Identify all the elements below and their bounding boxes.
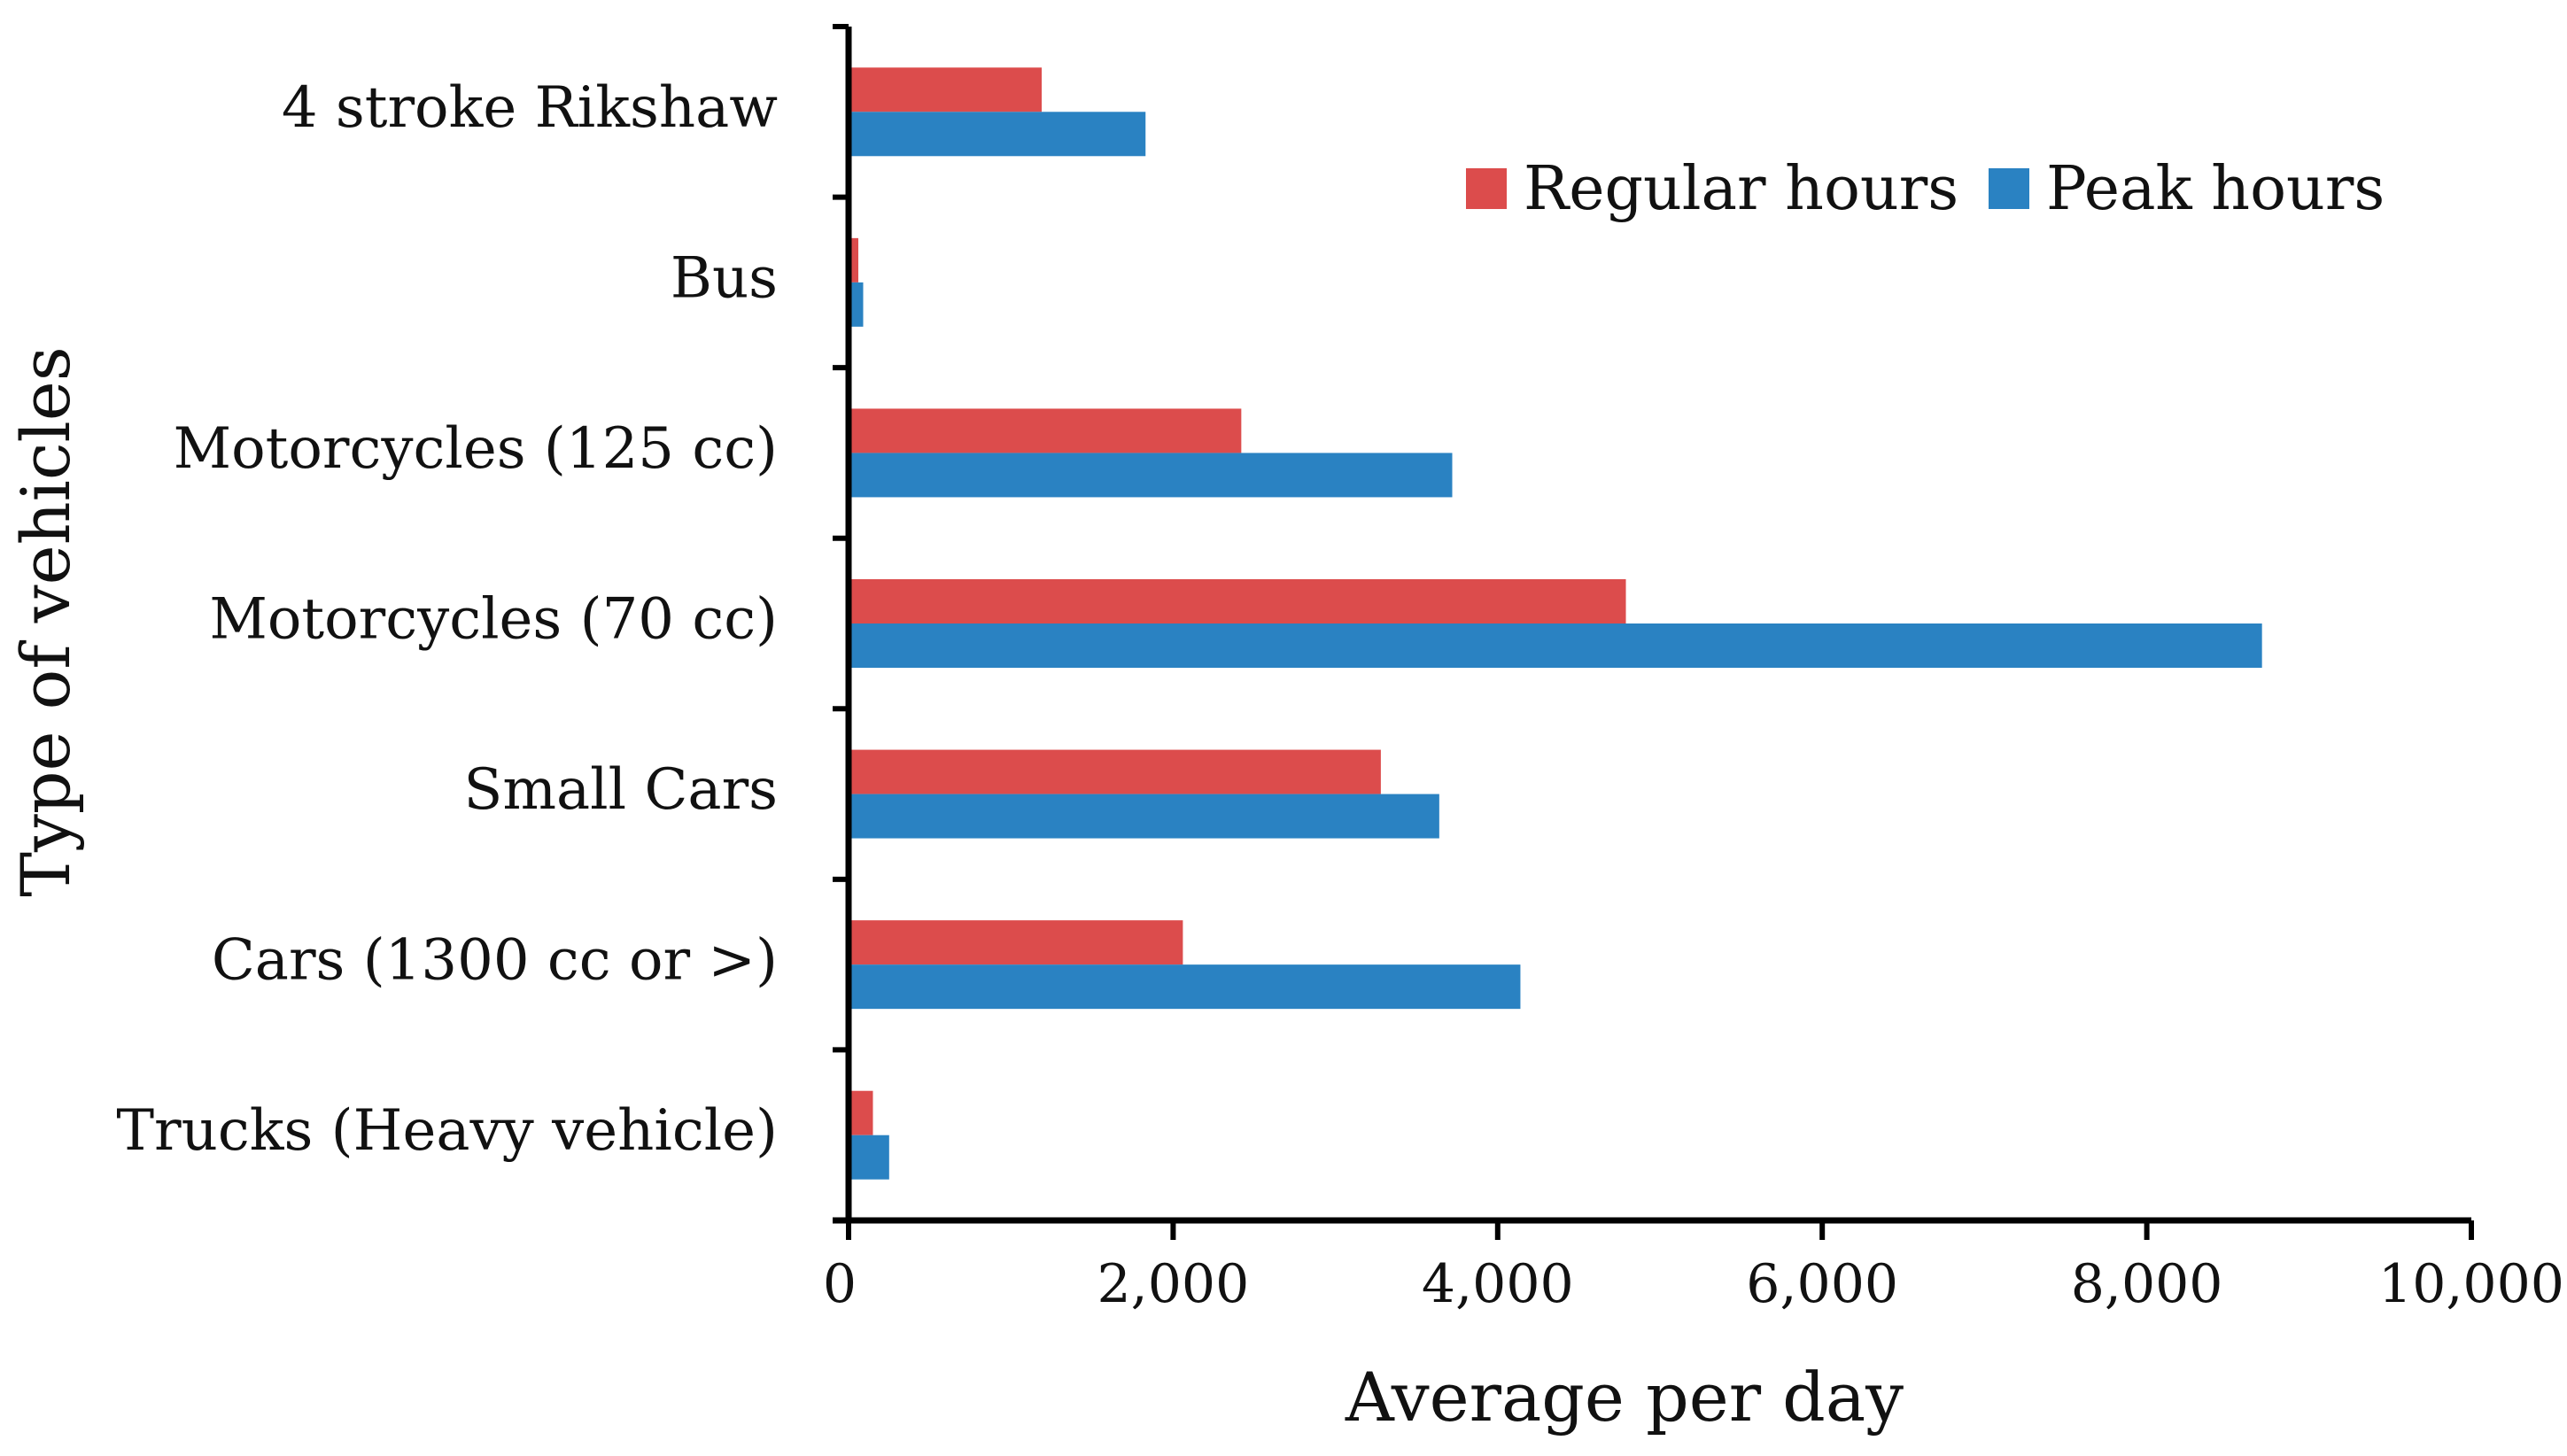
bar-peak-hours-bus — [849, 282, 864, 327]
bars-layer — [849, 67, 2262, 1180]
category-label: Small Cars — [463, 757, 778, 823]
bar-regular-hours-motorcycles-70-cc — [849, 579, 1626, 623]
labels-layer: 4 stroke Rikshaw Bus Motorcycles (125 cc) M… — [6, 75, 2564, 1437]
bar-regular-hours-4-stroke-rikshaw — [849, 67, 1043, 112]
bar-peak-hours-trucks-heavy-vehicle — [849, 1135, 889, 1180]
x-tick-label: 4,000 — [1422, 1253, 1574, 1315]
y-axis-title: Type of vehicles — [6, 346, 85, 896]
x-tick-label: 0 — [823, 1253, 857, 1315]
legend: Regular hours Peak hours — [1466, 154, 2385, 224]
legend-swatch-regular-hours — [1466, 168, 1507, 209]
x-axis-title: Average per day — [1345, 1358, 1904, 1437]
legend-swatch-peak-hours — [1989, 168, 2029, 209]
category-label: Trucks (Heavy vehicle) — [116, 1098, 778, 1164]
bar-regular-hours-trucks-heavy-vehicle — [849, 1090, 873, 1135]
bar-peak-hours-motorcycles-125-cc — [849, 453, 1453, 498]
bar-peak-hours-4-stroke-rikshaw — [849, 112, 1146, 157]
x-tick-label: 6,000 — [1746, 1253, 1898, 1315]
category-label: 4 stroke Rikshaw — [282, 75, 778, 141]
x-tick-label: 8,000 — [2071, 1253, 2223, 1315]
category-label: Cars (1300 cc or >) — [212, 928, 778, 994]
bar-regular-hours-bus — [849, 237, 858, 283]
bar-regular-hours-cars-1300-cc-or — [849, 920, 1183, 965]
bar-peak-hours-small-cars — [849, 794, 1439, 839]
category-label: Motorcycles (70 cc) — [209, 587, 778, 653]
legend-label-peak-hours: Peak hours — [2046, 154, 2385, 224]
bar-peak-hours-cars-1300-cc-or — [849, 964, 1521, 1010]
category-label: Bus — [671, 245, 778, 311]
bar-peak-hours-motorcycles-70-cc — [849, 623, 2262, 668]
x-tick-label: 10,000 — [2378, 1253, 2564, 1315]
legend-label-regular-hours: Regular hours — [1524, 154, 1958, 224]
category-label: Motorcycles (125 cc) — [174, 416, 778, 482]
bar-regular-hours-small-cars — [849, 749, 1381, 794]
axes-layer — [833, 24, 2474, 1240]
x-tick-label: 2,000 — [1097, 1253, 1250, 1315]
bar-regular-hours-motorcycles-125-cc — [849, 408, 1242, 453]
